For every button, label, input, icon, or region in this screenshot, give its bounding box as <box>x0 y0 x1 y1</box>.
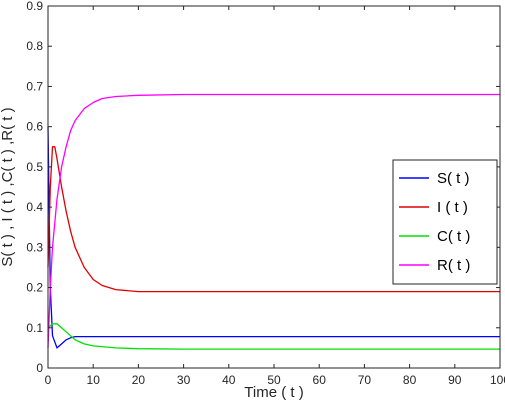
x-tick-label: 60 <box>313 373 327 387</box>
series-line-3 <box>47 323 500 350</box>
legend: S( t ) I ( t ) C( t ) R( t ) <box>392 159 498 285</box>
legend-label-2: I ( t ) <box>437 199 468 216</box>
series-line-2 <box>47 146 500 293</box>
x-axis-label: Time ( t ) <box>244 384 303 401</box>
x-tick-label: 80 <box>403 373 417 387</box>
legend-label-4: R( t ) <box>437 257 470 274</box>
x-tick-label: 10 <box>87 373 101 387</box>
x-tick-label: 20 <box>132 373 146 387</box>
y-tick-label: 0.6 <box>26 120 43 134</box>
x-tick-label: 40 <box>222 373 236 387</box>
legend-label-3: C( t ) <box>437 228 470 245</box>
y-tick-label: 0.9 <box>26 0 43 13</box>
y-tick-label: 0.8 <box>26 39 43 53</box>
x-tick-label: 100 <box>490 373 505 387</box>
y-tick-label: 0.5 <box>26 160 43 174</box>
ticks-layer: 0 10 20 30 40 50 60 70 80 90 100 0 0.1 0.2 0.3 0.4 0.5 0.… <box>26 0 505 387</box>
y-tick-label: 0.3 <box>26 240 43 254</box>
y-axis-label: S( t ) , I ( t ) ,C( t ) ,R( t ) <box>0 107 16 266</box>
y-tick-label: 0.4 <box>26 200 43 214</box>
x-tick-label: 90 <box>448 373 462 387</box>
y-tick-label: 0.7 <box>26 79 43 93</box>
y-tick-label: 0 <box>36 361 43 375</box>
series-line-1 <box>47 126 500 349</box>
legend-label-1: S( t ) <box>437 170 470 187</box>
y-tick-label: 0.1 <box>26 321 43 335</box>
x-tick-label: 70 <box>358 373 372 387</box>
series-layer <box>47 93 500 350</box>
x-tick-label: 30 <box>177 373 191 387</box>
x-tick-label: 0 <box>45 373 52 387</box>
legend-box <box>392 159 498 285</box>
x-tick-label: 50 <box>267 373 281 387</box>
y-tick-label: 0.2 <box>26 281 43 295</box>
series-line-4 <box>47 93 500 348</box>
